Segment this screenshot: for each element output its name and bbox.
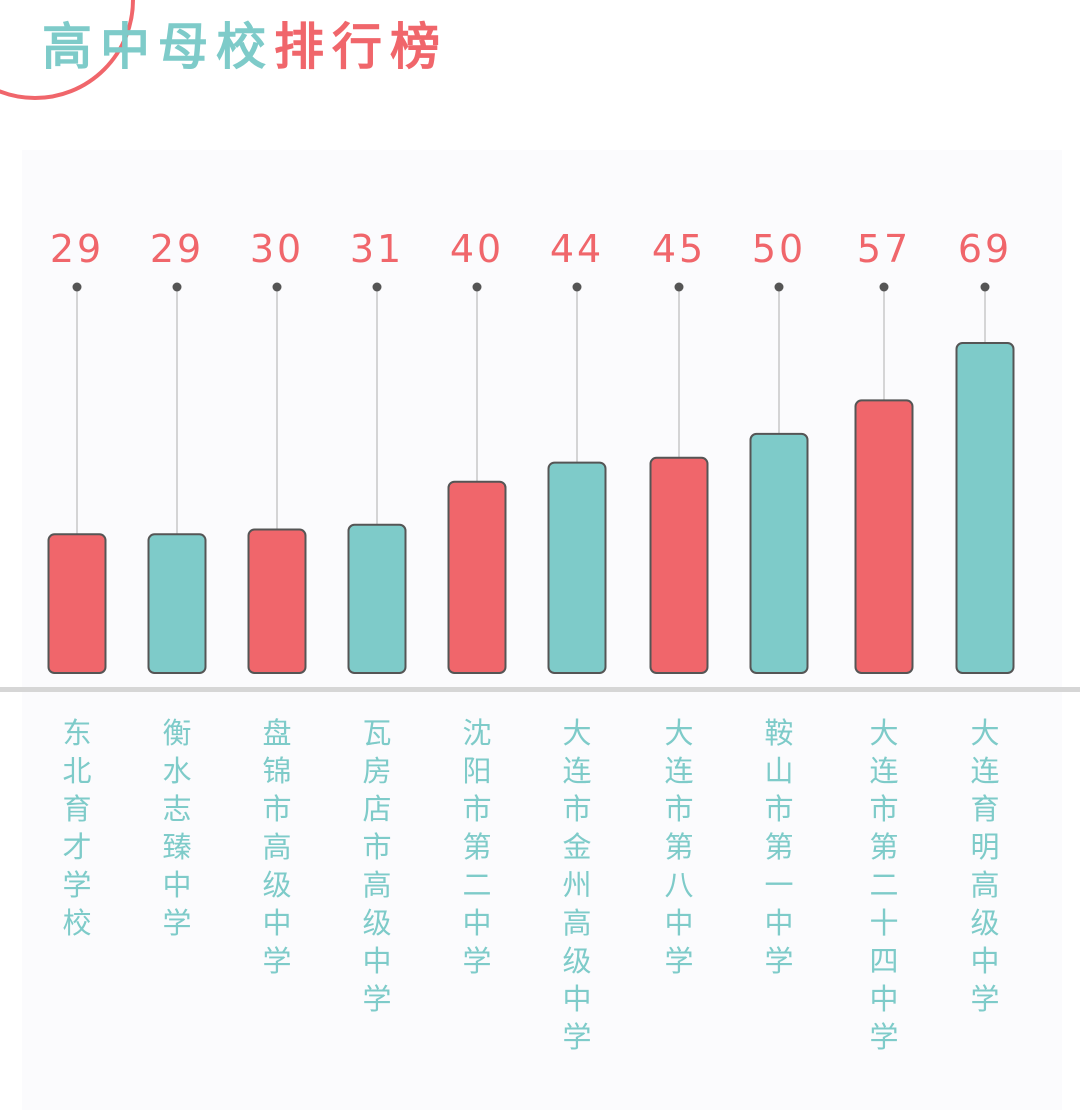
- value-marker-dot: [774, 282, 784, 292]
- data-label: 57: [857, 227, 911, 271]
- category-label: 大连市金州高级中学: [562, 716, 591, 1054]
- bar: [955, 342, 1015, 674]
- data-label: 44: [550, 227, 604, 271]
- data-label: 69: [958, 227, 1012, 271]
- bar: [649, 456, 709, 675]
- value-marker-dot: [472, 282, 482, 292]
- bar: [749, 432, 809, 674]
- value-marker-dot: [272, 282, 282, 292]
- data-label: 45: [652, 227, 706, 271]
- data-label: 31: [350, 227, 404, 271]
- value-marker-dot: [72, 282, 82, 292]
- chart-title: 高中母校排行榜: [42, 22, 448, 72]
- category-label: 鞍山市第一中学: [764, 716, 793, 978]
- chart-title-part2: 排行榜: [274, 18, 448, 76]
- category-label: 大连育明高级中学: [970, 716, 999, 1016]
- data-label: 29: [150, 227, 204, 271]
- data-label: 50: [752, 227, 806, 271]
- category-label: 瓦房店市高级中学: [362, 716, 391, 1016]
- category-label: 衡水志臻中学: [162, 716, 191, 940]
- bar: [247, 528, 307, 674]
- bar: [547, 461, 607, 674]
- bar: [47, 533, 107, 674]
- category-label: 沈阳市第二中学: [462, 716, 491, 978]
- chart-title-part1: 高中母校: [42, 18, 274, 76]
- value-marker-dot: [879, 282, 889, 292]
- data-label: 40: [450, 227, 504, 271]
- bar: [147, 533, 207, 674]
- bar: [854, 399, 914, 674]
- value-marker-dot: [572, 282, 582, 292]
- value-marker-dot: [674, 282, 684, 292]
- category-label: 东北育才学校: [62, 716, 91, 940]
- bar: [447, 480, 507, 674]
- bar: [347, 523, 407, 674]
- value-marker-dot: [980, 282, 990, 292]
- x-axis-baseline: [0, 687, 1080, 692]
- decorative-circle: [0, 0, 135, 100]
- data-label: 29: [50, 227, 104, 271]
- category-label: 大连市第八中学: [664, 716, 693, 978]
- value-marker-dot: [172, 282, 182, 292]
- category-label: 盘锦市高级中学: [262, 716, 291, 978]
- value-marker-dot: [372, 282, 382, 292]
- category-label: 大连市第二十四中学: [869, 716, 898, 1054]
- data-label: 30: [250, 227, 304, 271]
